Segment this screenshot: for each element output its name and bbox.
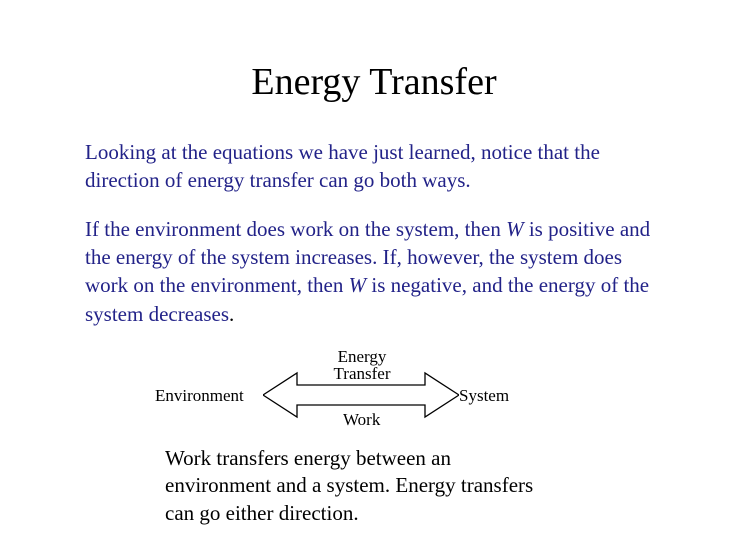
variable-w-1: W [506,217,524,241]
p2-dot: . [229,302,234,326]
paragraph-1: Looking at the equations we have just le… [85,138,663,195]
double-arrow-icon [263,370,459,420]
diagram-left-label: Environment [155,386,244,406]
slide-title: Energy Transfer [85,60,663,104]
caption: Work transfers energy between an environ… [165,445,553,527]
diagram: Energy Transfer Environment System Work [85,348,663,443]
diagram-right-label: System [459,386,509,406]
paragraph-2: If the environment does work on the syst… [85,215,663,328]
variable-w-2: W [349,273,367,297]
slide: Energy Transfer Looking at the equations… [0,0,748,547]
p2-frag-a: If the environment does work on the syst… [85,217,506,241]
